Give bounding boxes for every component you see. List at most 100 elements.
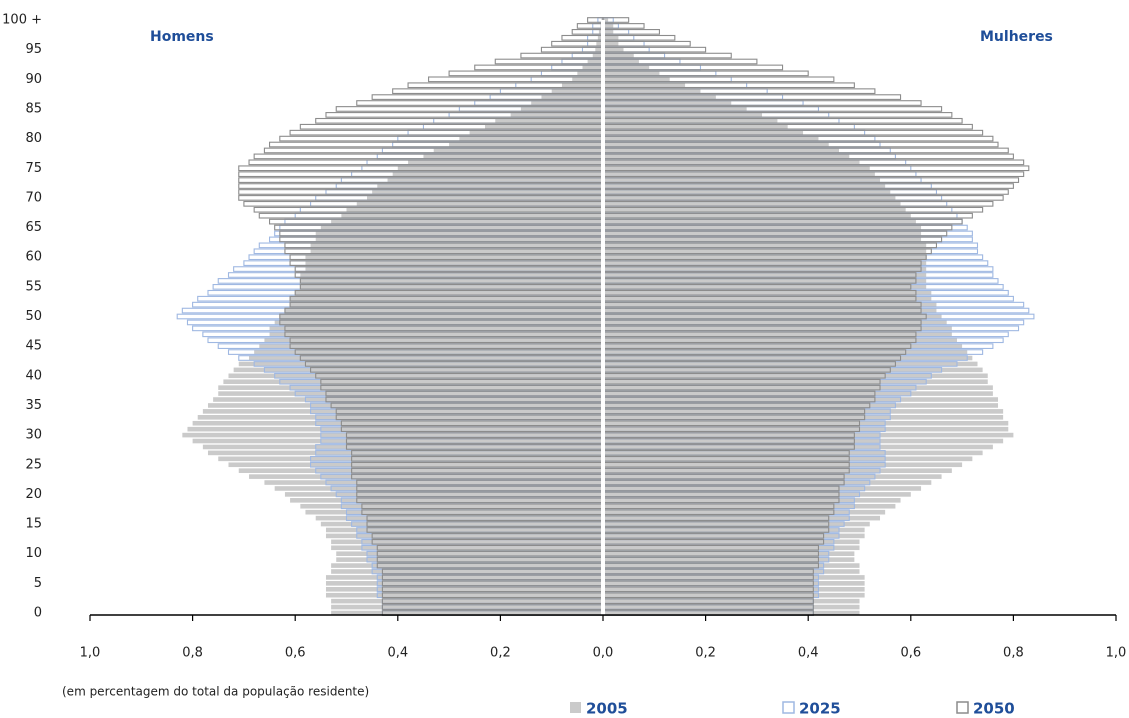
bar: [331, 598, 603, 604]
y-tick-label: 50: [25, 309, 42, 324]
legend-swatch: [570, 702, 581, 713]
bar: [494, 58, 604, 65]
bar: [603, 492, 911, 497]
bar: [603, 266, 927, 272]
bar: [576, 23, 604, 29]
bar: [603, 284, 927, 290]
bar: [603, 124, 788, 130]
bar: [290, 498, 603, 503]
bar: [274, 486, 603, 491]
bar: [603, 575, 865, 580]
bar: [392, 171, 603, 177]
bar: [603, 403, 999, 408]
y-tick-label: 80: [25, 131, 42, 146]
bar: [603, 314, 942, 319]
y-tick-label: 5: [34, 576, 42, 591]
bar: [300, 272, 603, 278]
bar: [551, 40, 604, 47]
bar: [603, 189, 891, 195]
y-tick-label: 60: [25, 250, 42, 265]
bar: [305, 509, 603, 515]
bar: [603, 521, 870, 527]
bar: [603, 343, 963, 349]
y-tick-label: 75: [25, 161, 42, 176]
bar: [269, 331, 603, 337]
bar: [192, 438, 603, 444]
bar: [469, 130, 603, 135]
bar: [595, 47, 603, 52]
bar: [603, 503, 896, 509]
bar: [603, 171, 875, 177]
y-tick-label: 0: [34, 606, 42, 621]
bar: [603, 260, 927, 266]
bar: [300, 284, 603, 290]
bar: [603, 498, 901, 503]
bar: [336, 551, 603, 556]
bar: [305, 260, 603, 266]
bar: [603, 468, 952, 473]
bar: [603, 195, 896, 201]
bar: [603, 320, 947, 325]
bar: [603, 112, 763, 118]
bar: [603, 65, 650, 70]
y-tick-label: 65: [25, 220, 42, 235]
bar: [603, 598, 860, 604]
x-tick-label: 0,8: [182, 646, 203, 661]
bar: [207, 403, 604, 408]
bar: [603, 462, 963, 468]
bar: [603, 385, 993, 390]
y-tick-label: 90: [25, 72, 42, 87]
bar: [510, 112, 603, 118]
bar: [603, 515, 881, 521]
bar: [603, 177, 881, 183]
bar: [269, 326, 603, 331]
x-tick-label: 0,0: [593, 646, 614, 661]
bar: [264, 337, 603, 343]
bar: [520, 106, 603, 112]
bar: [603, 391, 993, 396]
x-tick-label: 0,8: [1003, 646, 1024, 661]
bar: [603, 272, 927, 278]
bar: [387, 177, 603, 183]
bar: [341, 213, 603, 218]
bar: [603, 71, 660, 76]
bar: [603, 373, 988, 379]
bar: [551, 88, 603, 94]
bar: [325, 533, 603, 539]
bar: [587, 59, 603, 64]
bar: [603, 278, 927, 284]
bar: [331, 563, 603, 568]
bar: [520, 52, 604, 59]
bar: [408, 160, 603, 165]
bar: [259, 343, 603, 349]
bar: [603, 551, 855, 556]
bar: [325, 592, 603, 598]
left-label: Homens: [150, 29, 214, 45]
bar: [603, 154, 850, 159]
bar: [423, 154, 603, 159]
bar: [315, 231, 603, 236]
bar: [603, 59, 639, 64]
bar: [331, 569, 603, 574]
bar: [603, 23, 614, 29]
bar: [449, 142, 603, 147]
bar: [603, 237, 922, 242]
bar: [603, 47, 624, 52]
bar: [218, 385, 603, 390]
bar: [603, 432, 1014, 438]
bar: [603, 29, 614, 35]
bar: [603, 130, 804, 135]
bar: [459, 136, 603, 141]
bar: [603, 331, 952, 337]
bar: [367, 195, 603, 201]
bar: [603, 118, 778, 124]
bar: [561, 82, 603, 88]
bar: [320, 521, 603, 527]
bar: [207, 450, 604, 456]
bar: [603, 88, 701, 94]
bar: [187, 426, 603, 432]
bar: [603, 604, 860, 610]
bar: [305, 254, 603, 260]
bar: [603, 349, 968, 355]
bar: [305, 266, 603, 272]
